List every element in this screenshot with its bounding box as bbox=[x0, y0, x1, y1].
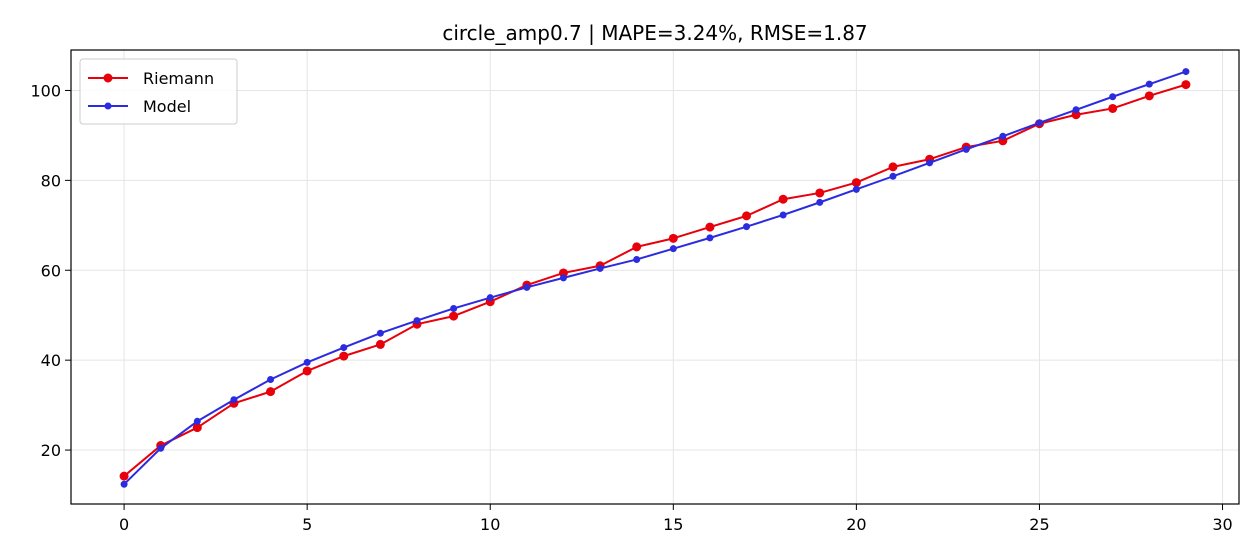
chart-title: circle_amp0.7 | MAPE=3.24%, RMSE=1.87 bbox=[442, 21, 867, 45]
data-point-riemann bbox=[266, 387, 276, 397]
data-point-model bbox=[450, 304, 458, 312]
data-point-model bbox=[779, 211, 787, 219]
plot-frame bbox=[70, 49, 1240, 505]
data-point-riemann bbox=[375, 339, 385, 349]
data-point-riemann bbox=[192, 423, 202, 433]
x-tick-label: 5 bbox=[302, 515, 312, 534]
data-point-riemann bbox=[449, 311, 459, 321]
data-point-model bbox=[1109, 93, 1117, 101]
data-point-riemann bbox=[668, 233, 678, 243]
y-tick-label: 20 bbox=[41, 441, 61, 460]
data-point-riemann bbox=[705, 222, 715, 232]
data-point-riemann bbox=[815, 188, 825, 198]
data-point-model bbox=[1182, 68, 1190, 76]
data-point-model bbox=[962, 145, 970, 153]
data-point-model bbox=[1035, 119, 1043, 127]
data-point-model bbox=[669, 245, 677, 253]
y-tick-label: 100 bbox=[30, 81, 61, 100]
legend-marker-riemann bbox=[103, 73, 113, 83]
data-point-model bbox=[926, 159, 934, 167]
data-point-riemann bbox=[851, 178, 861, 188]
legend-entry-model: Model bbox=[88, 97, 191, 116]
data-point-riemann bbox=[1144, 91, 1154, 101]
data-point-riemann bbox=[339, 351, 349, 361]
legend-label-riemann: Riemann bbox=[143, 69, 214, 88]
data-point-model bbox=[889, 172, 897, 180]
data-point-model bbox=[303, 358, 311, 366]
x-tick-label: 20 bbox=[846, 515, 866, 534]
data-point-model bbox=[486, 294, 494, 302]
data-point-riemann bbox=[558, 268, 568, 278]
data-point-model bbox=[706, 234, 714, 242]
data-point-riemann bbox=[632, 242, 642, 252]
data-point-model bbox=[157, 444, 165, 452]
plot-series bbox=[119, 68, 1191, 488]
data-point-model bbox=[596, 264, 604, 272]
legend-box bbox=[79, 58, 238, 125]
data-point-riemann bbox=[778, 194, 788, 204]
data-point-model bbox=[999, 132, 1007, 140]
legend-label-model: Model bbox=[143, 97, 191, 116]
x-tick-label: 10 bbox=[480, 515, 500, 534]
y-tick-label: 60 bbox=[41, 261, 61, 280]
data-point-model bbox=[743, 223, 751, 231]
data-point-model bbox=[852, 185, 860, 193]
data-point-riemann bbox=[888, 162, 898, 172]
series-line-riemann bbox=[123, 83, 1187, 477]
data-point-riemann bbox=[1071, 110, 1081, 120]
series-riemann bbox=[119, 80, 1191, 481]
x-tick-label: 0 bbox=[119, 515, 129, 534]
legend-entry-riemann: Riemann bbox=[88, 69, 214, 88]
data-point-riemann bbox=[302, 366, 312, 376]
data-point-model bbox=[230, 396, 238, 404]
data-point-riemann bbox=[119, 471, 129, 481]
y-tick-label: 40 bbox=[41, 351, 61, 370]
data-point-model bbox=[267, 375, 275, 383]
series-model bbox=[120, 68, 1190, 488]
x-tick-label: 25 bbox=[1029, 515, 1049, 534]
legend-marker-model bbox=[104, 102, 112, 110]
data-point-model bbox=[413, 317, 421, 325]
legend: Riemann Model bbox=[79, 58, 238, 125]
data-point-model bbox=[1072, 106, 1080, 114]
data-point-model bbox=[559, 274, 567, 282]
data-point-riemann bbox=[1108, 103, 1118, 113]
data-point-model bbox=[340, 344, 348, 352]
series-line-model bbox=[123, 70, 1187, 485]
data-point-model bbox=[193, 417, 201, 425]
data-point-model bbox=[376, 329, 384, 337]
y-tick-label: 80 bbox=[41, 171, 61, 190]
data-point-model bbox=[523, 283, 531, 291]
data-point-model bbox=[816, 198, 824, 206]
data-point-model bbox=[633, 255, 641, 263]
data-point-model bbox=[1145, 80, 1153, 88]
data-point-model bbox=[120, 480, 128, 488]
data-point-riemann bbox=[1181, 80, 1191, 90]
x-tick-label: 30 bbox=[1212, 515, 1232, 534]
x-tick-label: 15 bbox=[663, 515, 683, 534]
data-point-riemann bbox=[742, 211, 752, 221]
axis-ticks: 0 5 10 15 20 25 30 20 40 60 80 100 bbox=[30, 81, 1232, 534]
